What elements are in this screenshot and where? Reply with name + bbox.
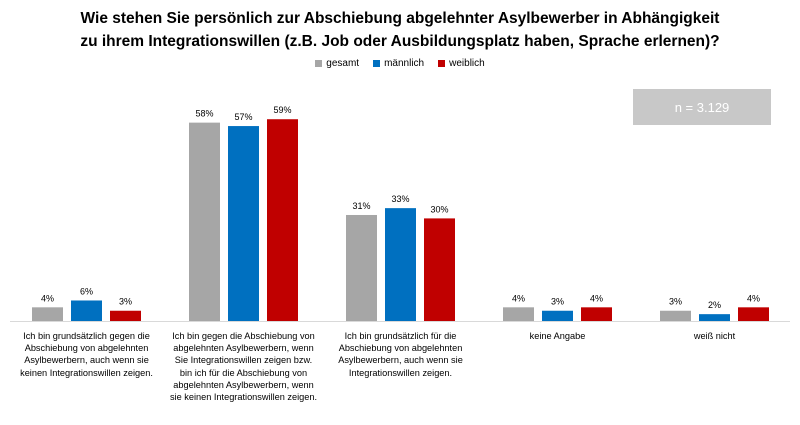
legend-swatch-weiblich	[438, 60, 446, 67]
bar-gesamt-cat-2	[189, 122, 220, 321]
bar-gesamt-cat-3	[346, 214, 377, 321]
data-label-gesamt-cat-1: 4%	[41, 293, 54, 303]
bar-gesamt-cat-1	[32, 307, 63, 321]
sample-size-box: n = 3.129	[633, 89, 771, 125]
category-label-3: Ich bin grundsätzlich für die Abschiebun…	[338, 331, 463, 378]
category-label-1: Ich bin grundsätzlich gegen die Abschieb…	[20, 331, 153, 378]
data-label-weiblich-cat-5: 4%	[747, 293, 760, 303]
legend-swatch-maennlich	[373, 60, 381, 67]
bar-weiblich-cat-3	[424, 218, 455, 321]
data-label-weiblich-cat-1: 3%	[119, 297, 132, 307]
data-label-gesamt-cat-3: 31%	[352, 201, 370, 211]
data-label-weiblich-cat-3: 30%	[430, 204, 448, 214]
bar-gesamt-cat-5	[660, 310, 691, 321]
chart-title: Wie stehen Sie persönlich zur Abschiebun…	[0, 7, 800, 53]
bar-gesamt-cat-4	[503, 307, 534, 321]
data-label-maennlich-cat-3: 33%	[391, 194, 409, 204]
data-label-weiblich-cat-4: 4%	[590, 293, 603, 303]
bar-weiblich-cat-4	[581, 307, 612, 321]
legend-label-weiblich: weiblich	[449, 58, 485, 69]
data-label-gesamt-cat-5: 3%	[669, 297, 682, 307]
legend-swatch-gesamt	[315, 60, 323, 67]
sample-size-label: n = 3.129	[674, 99, 730, 115]
data-label-maennlich-cat-4: 3%	[551, 297, 564, 307]
legend-label-maennlich: männlich	[384, 58, 425, 69]
bar-maennlich-cat-4	[542, 310, 573, 321]
chart-legend: gesamt männlich weiblich	[0, 58, 800, 69]
bar-maennlich-cat-1	[71, 300, 102, 321]
chart-title-line-1: Wie stehen Sie persönlich zur Abschiebun…	[80, 10, 720, 27]
data-label-maennlich-cat-5: 2%	[708, 300, 721, 310]
category-label-5: weiß nicht	[693, 331, 736, 341]
data-label-maennlich-cat-1: 6%	[80, 286, 93, 296]
data-label-weiblich-cat-2: 59%	[273, 105, 291, 115]
bar-weiblich-cat-5	[738, 307, 769, 321]
legend-item-maennlich: männlich	[373, 58, 424, 69]
chart-title-line-2: zu ihrem Integrationswillen (z.B. Job od…	[80, 33, 720, 50]
category-label-4: keine Angabe	[529, 331, 586, 341]
bar-maennlich-cat-2	[228, 126, 259, 321]
data-label-gesamt-cat-2: 58%	[195, 109, 213, 119]
bar-maennlich-cat-5	[699, 314, 730, 321]
data-label-maennlich-cat-2: 57%	[234, 112, 252, 122]
legend-item-weiblich: weiblich	[438, 58, 485, 69]
category-label-2: Ich bin gegen die Abschiebung von abgele…	[169, 331, 318, 403]
legend-item-gesamt: gesamt	[315, 58, 359, 69]
legend-label-gesamt: gesamt	[326, 58, 360, 69]
bar-maennlich-cat-3	[385, 208, 416, 321]
bar-weiblich-cat-1	[110, 310, 141, 321]
bar-weiblich-cat-2	[267, 119, 298, 321]
data-label-gesamt-cat-4: 4%	[512, 293, 525, 303]
